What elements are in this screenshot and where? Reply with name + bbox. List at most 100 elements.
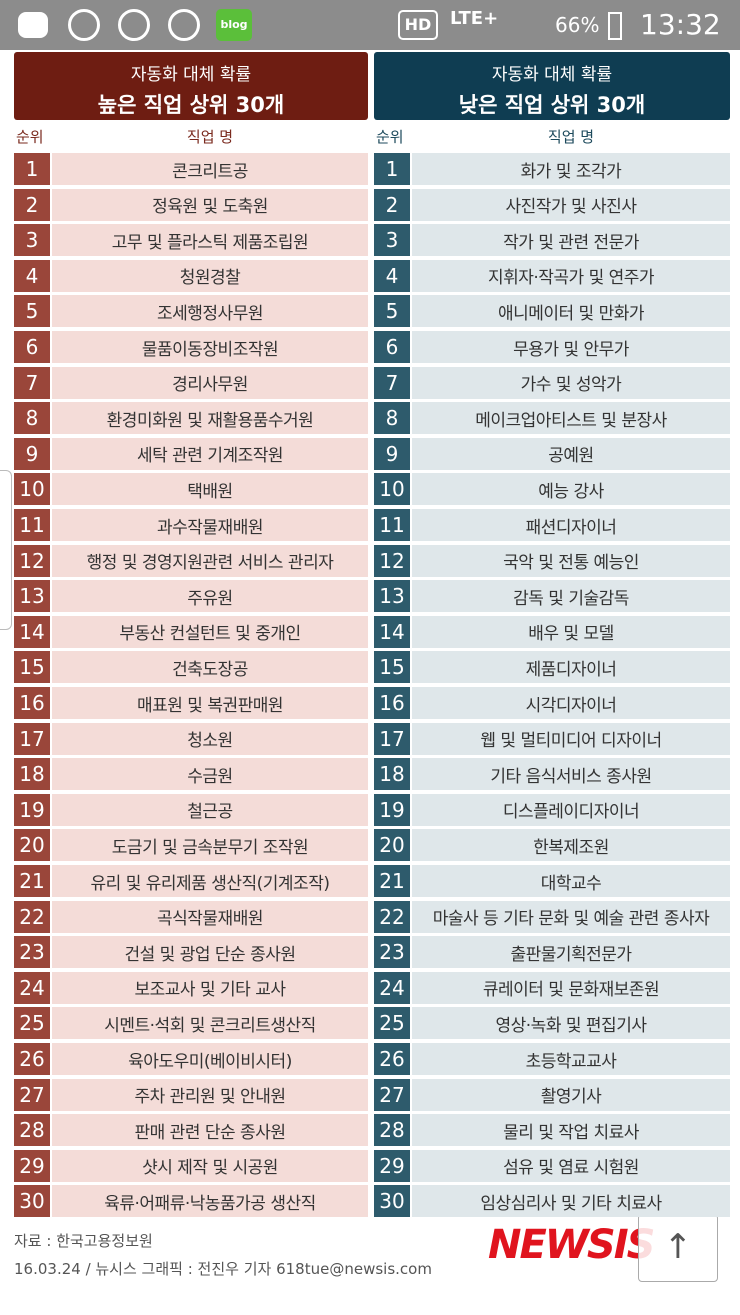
job-cell: 조세행정사무원 [52,295,368,328]
table-header: 자동화 대체 확률 높은 직업 상위 30개 [14,52,368,120]
job-cell: 주유원 [52,580,368,613]
rank-cell: 15 [374,651,410,684]
job-cell: 사진작가 및 사진사 [412,188,730,221]
rank-cell: 25 [374,1007,410,1040]
header-title: 자동화 대체 확률 [491,65,613,85]
rank-cell: 16 [374,687,410,719]
job-cell: 섬유 및 염료 시험원 [412,1149,730,1182]
rank-cell: 18 [14,758,50,791]
rank-cell: 2 [374,188,410,221]
job-cell: 물리 및 작업 치료사 [412,1114,730,1147]
header-title: 자동화 대체 확률 [130,65,252,85]
job-cell: 샷시 제작 및 시공원 [52,1149,368,1182]
job-cell: 도금기 및 금속분무기 조작원 [52,829,368,862]
credit: 16.03.24 / 뉴시스 그래픽 : 전진우 기자 618tue@newsi… [14,1260,432,1278]
chat-icon [18,12,48,38]
rank-cell: 17 [14,722,50,755]
rank-cell: 21 [14,865,50,897]
job-cell: 패션디자이너 [412,509,730,541]
job-cell: 건축도장공 [52,651,368,684]
scroll-top-button[interactable]: ↑ [638,1214,718,1282]
job-cell: 국악 및 전통 예능인 [412,544,730,577]
rank-cell: 2 [14,188,50,221]
job-cell: 영상·녹화 및 편집기사 [412,1007,730,1040]
rank-cell: 30 [374,1185,410,1218]
rank-cell: 19 [14,793,50,826]
job-cell: 유리 및 유리제품 생산직(기계조작) [52,865,368,897]
job-cell: 한복제조원 [412,829,730,862]
job-cell: 철근공 [52,793,368,826]
job-cell: 세탁 관련 기계조작원 [52,437,368,470]
rank-cell: 12 [14,544,50,577]
rank-cell: 23 [14,936,50,969]
job-cell: 임상심리사 및 기타 치료사 [412,1185,730,1218]
job-cell: 판매 관련 단순 종사원 [52,1114,368,1147]
clock: 13:32 [640,8,721,41]
job-cell: 과수작물재배원 [52,509,368,541]
rank-cell: 17 [374,722,410,755]
rank-cell: 20 [14,829,50,862]
rank-cell: 13 [14,580,50,613]
job-cell: 대학교수 [412,865,730,897]
app-icon [68,9,100,41]
job-cell: 수금원 [52,758,368,791]
job-cell: 부동산 컨설턴트 및 중개인 [52,615,368,648]
job-cell: 지휘자·작곡가 및 연주가 [412,259,730,292]
rank-cell: 13 [374,580,410,613]
rank-cell: 5 [14,295,50,328]
job-cell: 택배원 [52,473,368,506]
job-cell: 곡식작물재배원 [52,900,368,933]
rank-cell: 3 [14,224,50,257]
rank-cell: 11 [374,509,410,541]
status-bar: blog HD LTE+ 66% 13:32 [0,0,740,50]
job-cell: 마술사 등 기타 문화 및 예술 관련 종사자 [412,900,730,933]
logo: NEWSIS [488,1222,655,1268]
column-header: 순위 [16,128,44,146]
rank-cell: 9 [374,437,410,470]
rank-cell: 16 [14,687,50,719]
rank-cell: 24 [374,971,410,1004]
rank-cell: 4 [374,259,410,292]
rank-cell: 26 [374,1043,410,1075]
battery-icon [608,12,622,40]
job-cell: 출판물기획전문가 [412,936,730,969]
rank-cell: 30 [14,1185,50,1218]
rank-cell: 19 [374,793,410,826]
job-cell: 환경미화원 및 재활용품수거원 [52,402,368,435]
rank-cell: 21 [374,865,410,897]
job-cell: 콘크리트공 [52,153,368,185]
rank-cell: 20 [374,829,410,862]
rank-cell: 15 [14,651,50,684]
rank-cell: 7 [14,366,50,399]
job-cell: 큐레이터 및 문화재보존원 [412,971,730,1004]
rank-cell: 23 [374,936,410,969]
job-cell: 무용가 및 안무가 [412,331,730,363]
rank-cell: 6 [14,331,50,363]
job-cell: 초등학교교사 [412,1043,730,1075]
blog-icon: blog [216,9,252,41]
job-cell: 디스플레이디자이너 [412,793,730,826]
job-cell: 웹 및 멀티미디어 디자이너 [412,722,730,755]
job-cell: 애니메이터 및 만화가 [412,295,730,328]
rank-cell: 1 [374,153,410,185]
job-cell: 정육원 및 도축원 [52,188,368,221]
job-cell: 촬영기사 [412,1078,730,1111]
job-cell: 물품이동장비조작원 [52,331,368,363]
header-title: 낮은 직업 상위 30개 [458,93,646,117]
hd-icon: HD [398,10,438,40]
rank-cell: 28 [374,1114,410,1147]
rank-cell: 10 [14,473,50,506]
rank-cell: 28 [14,1114,50,1147]
job-cell: 감독 및 기술감독 [412,580,730,613]
rank-cell: 1 [14,153,50,185]
rank-cell: 8 [374,402,410,435]
rank-cell: 26 [14,1043,50,1075]
job-cell: 기타 음식서비스 종사원 [412,758,730,791]
job-cell: 청소원 [52,722,368,755]
side-handle[interactable] [0,470,12,630]
job-cell: 청원경찰 [52,259,368,292]
job-cell: 공예원 [412,437,730,470]
job-cell: 건설 및 광업 단순 종사원 [52,936,368,969]
job-cell: 행정 및 경영지원관련 서비스 관리자 [52,544,368,577]
